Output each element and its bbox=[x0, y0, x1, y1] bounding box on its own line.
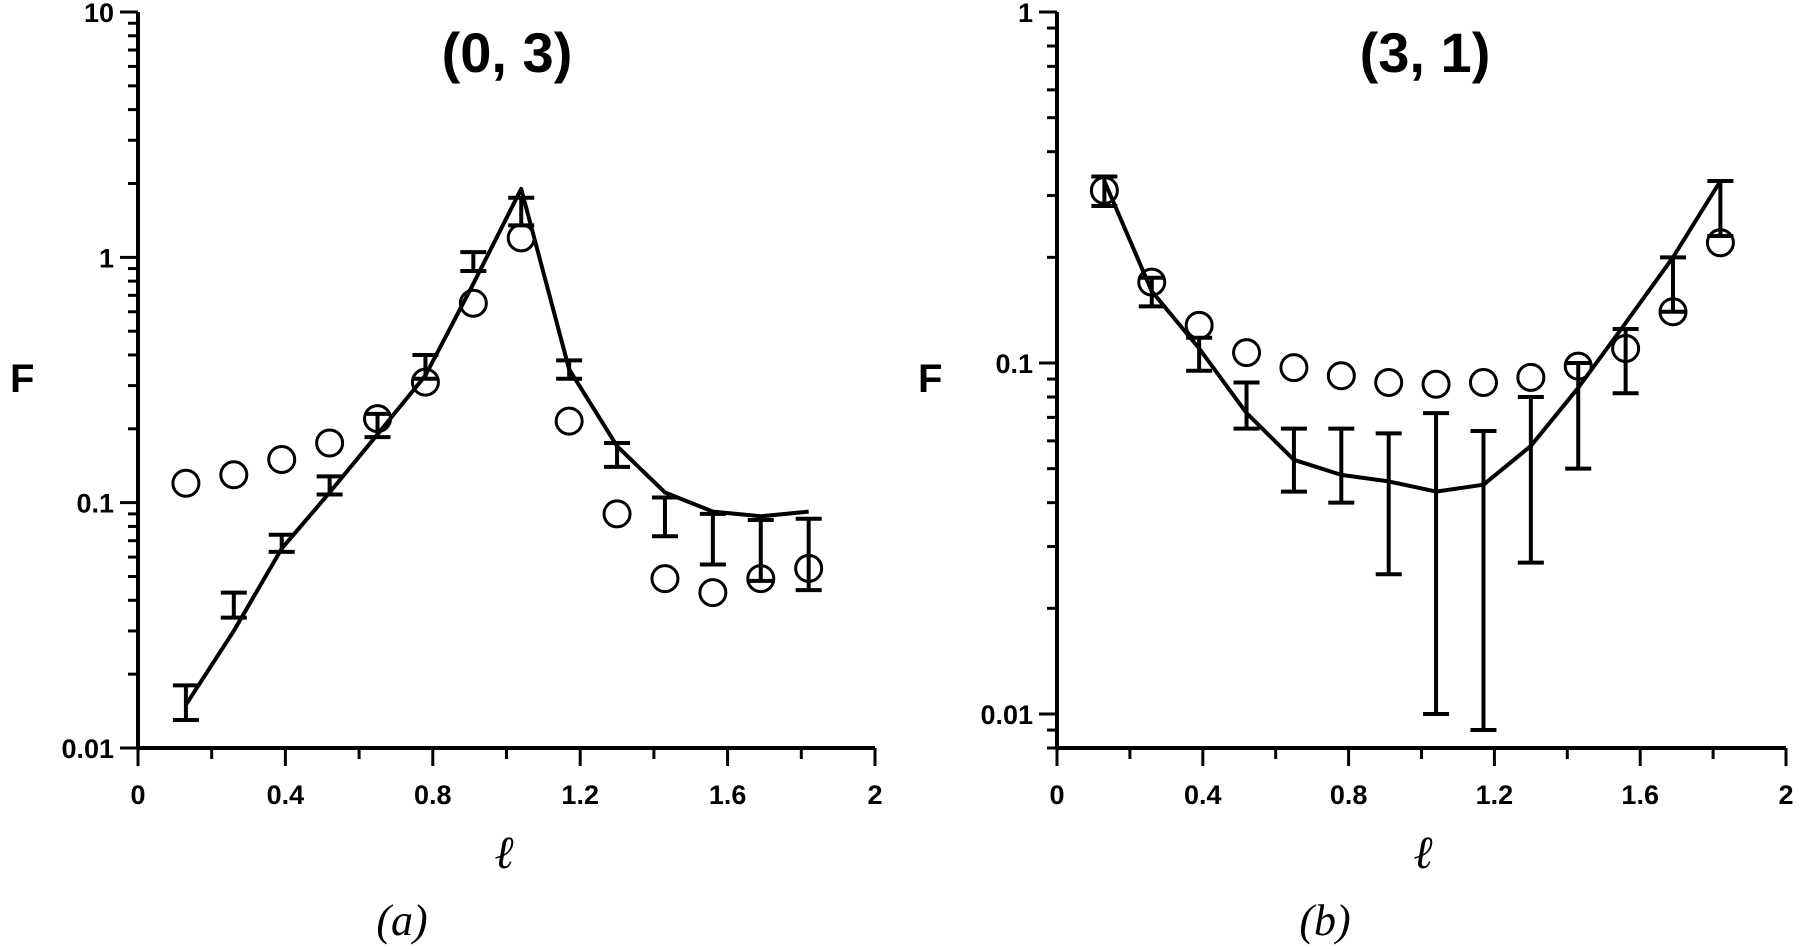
error-bar bbox=[1660, 255, 1687, 314]
error-bar bbox=[364, 411, 391, 440]
data-point-circle bbox=[315, 428, 345, 458]
error-bar bbox=[651, 495, 678, 539]
data-point-circle bbox=[1468, 367, 1498, 397]
error-bar bbox=[699, 511, 726, 567]
error-bar bbox=[604, 441, 631, 469]
error-bar bbox=[556, 358, 583, 381]
error-bar bbox=[1517, 395, 1544, 565]
error-bar bbox=[1328, 426, 1355, 505]
data-point-circle bbox=[1184, 310, 1214, 340]
data-point-circle bbox=[746, 564, 776, 594]
data-point-circle bbox=[1374, 367, 1404, 397]
y-axis-label: F bbox=[918, 357, 942, 401]
chart-panel-a: 0 0.4 0.8 1.2 1.6 2 0.01 0.1 1 10 (0, 3) Fℓ (a) bbox=[10, 0, 883, 945]
data-point-circle bbox=[1658, 297, 1688, 327]
chart-panel-b: 0 0.4 0.8 1.2 1.6 2 0.01 0.1 1 (3, 1) Fℓ (b) bbox=[918, 0, 1794, 945]
y-tick-label: 0.1 bbox=[76, 489, 114, 519]
panel-caption: (b) bbox=[1299, 896, 1350, 945]
error-bar bbox=[1186, 335, 1213, 373]
data-point-circle bbox=[171, 468, 201, 498]
x-axis-label: ℓ bbox=[495, 827, 515, 878]
data-point-circle bbox=[1232, 338, 1262, 368]
data-point-circle bbox=[458, 288, 488, 318]
x-tick-label: 0.4 bbox=[1184, 780, 1222, 810]
x-tick-label: 0 bbox=[130, 780, 145, 810]
data-point-circle bbox=[1089, 176, 1119, 206]
error-bar bbox=[1233, 380, 1260, 431]
x-tick-label: 0.4 bbox=[267, 780, 305, 810]
y-axis-label: F bbox=[10, 357, 34, 401]
series-line bbox=[1102, 179, 1723, 494]
panel-title: (0, 3) bbox=[442, 21, 573, 84]
data-point-circle bbox=[1137, 267, 1167, 297]
data-point-circle bbox=[794, 553, 824, 583]
error-bar bbox=[316, 474, 343, 497]
y-tick-label: 0.01 bbox=[61, 734, 114, 764]
error-bar bbox=[1565, 360, 1592, 471]
data-point-circle bbox=[219, 460, 249, 490]
x-tick-label: 0.8 bbox=[1330, 780, 1368, 810]
error-bar bbox=[220, 590, 247, 620]
data-point-circle bbox=[650, 564, 680, 594]
data-point-circle bbox=[267, 444, 297, 474]
y-tick-label: 1 bbox=[99, 243, 114, 273]
error-bar bbox=[412, 352, 439, 381]
x-tick-label: 1.6 bbox=[709, 780, 747, 810]
data-point-circle bbox=[410, 367, 440, 397]
data-point-circle bbox=[554, 406, 584, 436]
data-point-circle bbox=[1563, 351, 1593, 381]
y-tick-label: 1 bbox=[1018, 0, 1033, 28]
x-tick-label: 2 bbox=[867, 780, 882, 810]
panel-title: (3, 1) bbox=[1360, 21, 1491, 84]
data-point-circle bbox=[363, 404, 393, 434]
error-bar bbox=[1470, 429, 1497, 733]
data-point-circle bbox=[1421, 369, 1451, 399]
x-tick-label: 2 bbox=[1778, 780, 1793, 810]
x-tick-label: 1.2 bbox=[1476, 780, 1514, 810]
x-tick-label: 0 bbox=[1049, 780, 1064, 810]
x-tick-label: 1.2 bbox=[561, 780, 599, 810]
data-point-circle bbox=[1705, 228, 1735, 258]
x-tick-label: 0.8 bbox=[414, 780, 452, 810]
data-point-circle bbox=[1611, 333, 1641, 363]
error-bar bbox=[1707, 178, 1734, 239]
error-bar bbox=[460, 250, 487, 273]
data-point-circle bbox=[506, 223, 536, 253]
panel-caption: (a) bbox=[376, 896, 427, 945]
data-point-circle bbox=[602, 499, 632, 529]
data-point-circle bbox=[698, 578, 728, 608]
error-bar bbox=[1138, 275, 1165, 309]
error-bar bbox=[1423, 411, 1450, 716]
error-bar bbox=[1280, 426, 1307, 494]
error-bar bbox=[268, 532, 295, 554]
error-bar bbox=[172, 683, 199, 723]
y-tick-label: 0.01 bbox=[980, 700, 1033, 730]
data-point-circle bbox=[1516, 362, 1546, 392]
y-tick-label: 0.1 bbox=[995, 349, 1033, 379]
x-axis-label: ℓ bbox=[1414, 827, 1434, 878]
data-point-circle bbox=[1326, 361, 1356, 391]
y-tick-label: 10 bbox=[84, 0, 114, 28]
series-line bbox=[184, 186, 809, 706]
x-tick-label: 1.6 bbox=[1621, 780, 1659, 810]
error-bar bbox=[747, 517, 774, 583]
error-bar bbox=[1375, 431, 1402, 577]
data-point-circle bbox=[1279, 353, 1309, 383]
